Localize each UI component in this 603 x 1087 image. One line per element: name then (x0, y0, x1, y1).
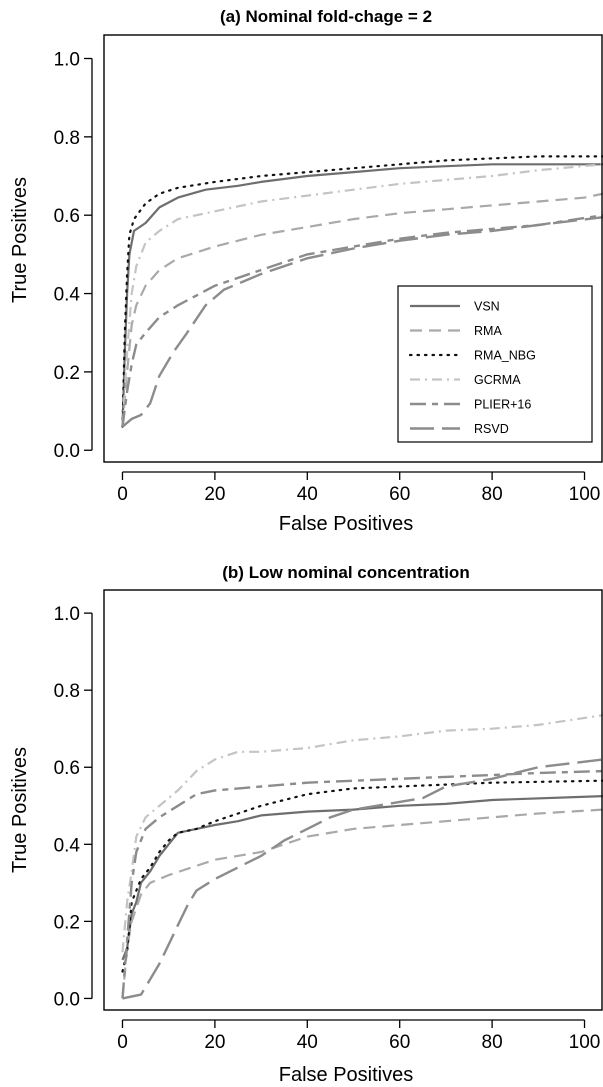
panel-b-series-gcrma (121, 714, 603, 953)
legend-label-rsvd: RSVD (474, 422, 509, 436)
legend-label-vsn: VSN (474, 300, 500, 314)
panel-a-series (121, 155, 603, 428)
legend-box (397, 285, 593, 443)
panel-b-x-axis-label: False Positives (279, 1064, 414, 1086)
legend-label-rma-nbg: RMA_NBG (474, 349, 536, 363)
panel-a-series-rsvd (121, 216, 603, 428)
panel-a-x-tick-label: 20 (204, 484, 225, 505)
legend-label-plier-16: PLIER+16 (474, 398, 531, 412)
panel-b-series-plier-16 (121, 769, 603, 999)
panel-b-low-concentration: (b) Low nominal concentration 0 20 40 60 80 1… (9, 563, 603, 1086)
panel-b-x-tick-label: 40 (297, 1032, 318, 1053)
panel-a-y-tick-label: 1.0 (54, 50, 80, 71)
panel-a-series-gcrma (121, 163, 603, 427)
panel-b-x-axis: 0 20 40 60 80 100 (117, 1019, 601, 1053)
panel-a-x-tick-label: 100 (569, 484, 601, 505)
panel-a-x-axis: 0 20 40 60 80 100 (117, 471, 601, 505)
panel-a-y-axis-label: True Positives (9, 177, 31, 303)
legend-label-gcrma: GCRMA (474, 373, 521, 387)
panel-b-series-rma (121, 808, 603, 999)
panel-a-y-tick-label: 0.4 (54, 285, 81, 306)
panel-a-plot-frame (103, 34, 603, 463)
panel-b-plot-frame (103, 589, 603, 1011)
panel-a-y-tick-label: 0.0 (54, 441, 80, 462)
panel-a-x-tick-label: 60 (389, 484, 410, 505)
panel-b-series-rma-nbg (121, 779, 603, 973)
panel-b-y-axis-label: True Positives (9, 747, 31, 873)
panel-a-fold-change: (a) Nominal fold-chage = 2 0 20 40 60 80 100 … (9, 7, 603, 535)
panel-b-series-rsvd (122, 758, 603, 1000)
panel-a-y-tick-label: 0.2 (54, 363, 80, 384)
panel-b-y-tick-label: 0.8 (54, 681, 80, 702)
panel-a-y-axis: 0.0 0.2 0.4 0.6 0.8 1.0 (54, 50, 93, 462)
panel-b-x-tick-label: 100 (569, 1032, 601, 1053)
legend-label-rma: RMA (474, 324, 502, 338)
panel-a-y-tick-label: 0.8 (54, 128, 80, 149)
panel-a-series-rma (121, 192, 603, 427)
panel-b-x-tick-label: 0 (117, 1032, 128, 1053)
panel-b-series-vsn (121, 795, 603, 961)
panel-b-series (121, 714, 603, 1000)
panel-b-y-tick-label: 0.4 (54, 835, 81, 856)
panel-a-series-vsn (121, 163, 603, 427)
panel-a-x-tick-label: 0 (117, 484, 128, 505)
panel-b-y-tick-label: 0.2 (54, 912, 80, 933)
panel-b-y-tick-label: 0.0 (54, 989, 80, 1010)
panel-a-series-rma-nbg (121, 155, 603, 428)
panel-b-title: (b) Low nominal concentration (222, 563, 469, 582)
panel-b-y-tick-label: 1.0 (54, 604, 80, 625)
panel-b-x-tick-label: 80 (482, 1032, 503, 1053)
panel-b-x-tick-label: 20 (204, 1032, 225, 1053)
panel-a-x-tick-label: 40 (297, 484, 318, 505)
panel-a-series-plier-16 (121, 214, 603, 427)
panel-b-x-tick-label: 60 (389, 1032, 410, 1053)
panel-a-x-axis-label: False Positives (279, 513, 414, 535)
panel-a-x-tick-label: 80 (482, 484, 503, 505)
panel-a-title: (a) Nominal fold-chage = 2 (220, 7, 432, 26)
legend: VSN RMA RMA_NBG GCRMA PLIER+16 RSVD (397, 285, 593, 443)
panel-a-y-tick-label: 0.6 (54, 206, 80, 227)
panel-b-y-axis: 0.0 0.2 0.4 0.6 0.8 1.0 (54, 604, 93, 1010)
panel-b-y-tick-label: 0.6 (54, 758, 80, 779)
